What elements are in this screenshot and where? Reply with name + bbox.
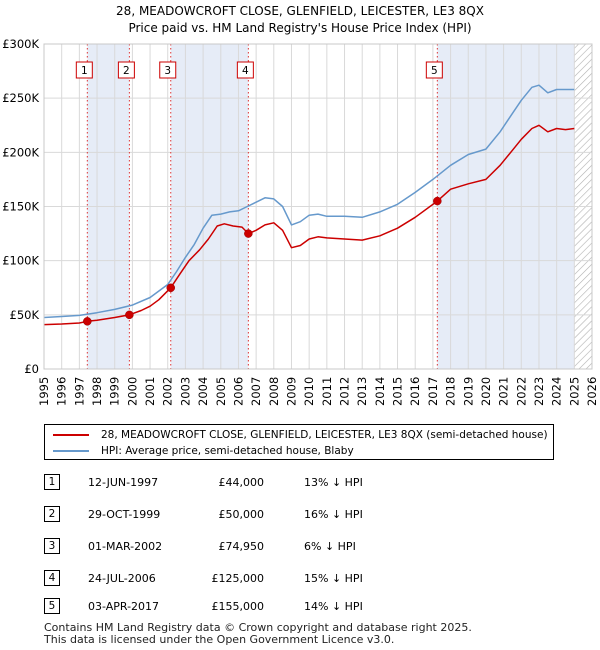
sale-point: [433, 196, 442, 206]
sale-number-box: [425, 61, 443, 79]
sale-date: 24-JUL-2006: [88, 572, 156, 585]
x-tick-label: 2009: [284, 377, 298, 406]
legend-swatch-red: [53, 434, 89, 436]
legend-label-property: 28, MEADOWCROFT CLOSE, GLENFIELD, LEICES…: [101, 429, 548, 441]
x-tick-label: 2006: [231, 377, 245, 406]
x-tick-label: 2001: [143, 377, 157, 406]
sale-date: 12-JUN-1997: [88, 476, 159, 489]
sale-number-box: [236, 61, 254, 79]
x-tick-label: 2010: [302, 377, 316, 406]
sale-row: 1 12-JUN-1997 £44,000 13% ↓ HPI: [44, 474, 564, 492]
sale-hpi-diff: 15% ↓ HPI: [304, 572, 363, 585]
sale-number-box: [75, 61, 93, 79]
x-tick-label: 2016: [408, 377, 422, 406]
sale-point: [166, 283, 175, 293]
x-tick-label: 2017: [426, 377, 440, 406]
y-tick-label: £250K: [2, 91, 39, 105]
x-tick-label: 2008: [267, 377, 281, 406]
legend-label-hpi: HPI: Average price, semi-detached house,…: [101, 445, 354, 457]
x-tick-label: 2004: [196, 377, 210, 406]
sale-number-badge: 2: [44, 506, 60, 522]
x-tick-label: 2012: [338, 377, 352, 406]
x-tick-label: 2019: [461, 377, 475, 406]
y-tick-label: £150K: [2, 200, 39, 214]
sale-date: 03-APR-2017: [88, 600, 160, 613]
hpi-line: [43, 84, 575, 319]
x-tick-label: 1999: [108, 377, 122, 406]
y-tick-label: £300K: [2, 37, 39, 51]
x-tick-label: 2015: [391, 377, 405, 406]
sale-row: 5 03-APR-2017 £155,000 14% ↓ HPI: [44, 598, 564, 616]
sale-number-label: 1: [81, 65, 88, 77]
x-tick-label: 2023: [532, 377, 546, 406]
sale-hpi-diff: 14% ↓ HPI: [304, 600, 363, 613]
sale-price: £74,950: [218, 540, 265, 553]
sale-row: 3 01-MAR-2002 £74,950 6% ↓ HPI: [44, 538, 564, 556]
sale-number-label: 2: [123, 65, 130, 77]
x-tick-label: 2005: [214, 377, 228, 406]
sale-number-badge: 5: [44, 598, 60, 614]
sale-hpi-diff: 16% ↓ HPI: [304, 508, 363, 521]
sale-hpi-diff: 6% ↓ HPI: [304, 540, 356, 553]
x-tick-label: 2021: [497, 377, 511, 406]
sale-price: £125,000: [211, 572, 265, 585]
y-tick-label: £0: [24, 362, 39, 376]
sale-date: 01-MAR-2002: [88, 540, 163, 553]
sale-number-badge: 1: [44, 474, 60, 490]
sale-row: 2 29-OCT-1999 £50,000 16% ↓ HPI: [44, 506, 564, 524]
sale-number-label: 3: [164, 65, 171, 77]
y-tick-label: £50K: [10, 308, 40, 322]
y-tick-label: £200K: [2, 145, 39, 159]
sale-number-box: [117, 61, 135, 79]
x-tick-label: 2022: [514, 377, 528, 406]
price-chart: 1 2 3 4 5 £0 £50K £100K £150K £200K £250K £300K 1995…: [2, 37, 599, 406]
x-tick-label: 2024: [550, 377, 564, 406]
x-tick-label: 2011: [320, 377, 334, 406]
x-tick-label: 2007: [249, 377, 263, 406]
sale-number-label: 4: [242, 65, 249, 77]
sale-number-label: 5: [431, 65, 438, 77]
sale-price: £155,000: [211, 600, 265, 613]
x-tick-label: 1996: [55, 377, 69, 406]
sale-number-badge: 3: [44, 538, 60, 554]
x-tick-label: 2025: [567, 377, 581, 406]
x-tick-label: 2026: [585, 377, 599, 406]
sale-row: 4 24-JUL-2006 £125,000 15% ↓ HPI: [44, 570, 564, 588]
legend: 28, MEADOWCROFT CLOSE, GLENFIELD, LEICES…: [44, 424, 554, 460]
legend-item-hpi: HPI: Average price, semi-detached house,…: [53, 443, 354, 459]
sale-point: [83, 317, 92, 326]
x-tick-label: 2013: [355, 377, 369, 406]
sale-date: 29-OCT-1999: [88, 508, 161, 521]
x-tick-label: 1997: [72, 377, 86, 406]
footer-licence: This data is licensed under the Open Gov…: [44, 633, 395, 646]
y-tick-label: £100K: [2, 254, 39, 268]
property-price-line: [43, 124, 575, 326]
sale-price: £44,000: [218, 476, 265, 489]
chart-title: 28, MEADOWCROFT CLOSE, GLENFIELD, LEICES…: [116, 4, 484, 18]
chart-subtitle: Price paid vs. HM Land Registry's House …: [128, 21, 472, 35]
legend-swatch-blue: [53, 450, 89, 452]
sale-point: [125, 310, 134, 320]
x-tick-label: 2002: [161, 377, 175, 406]
sale-number-badge: 4: [44, 570, 60, 586]
sale-point: [244, 229, 253, 238]
sale-hpi-diff: 13% ↓ HPI: [304, 476, 363, 489]
x-tick-label: 2014: [373, 377, 387, 406]
sale-number-box: [159, 61, 177, 79]
x-tick-label: 1995: [37, 377, 51, 406]
x-tick-label: 2003: [178, 377, 192, 406]
x-tick-label: 2020: [479, 377, 493, 406]
x-tick-label: 2018: [444, 377, 458, 406]
plot-border: [43, 43, 593, 370]
x-tick-label: 2000: [125, 377, 139, 406]
sale-price: £50,000: [218, 508, 265, 521]
footer-copyright: Contains HM Land Registry data © Crown c…: [44, 621, 472, 634]
legend-item-property: 28, MEADOWCROFT CLOSE, GLENFIELD, LEICES…: [53, 427, 548, 443]
x-tick-label: 1998: [90, 377, 104, 406]
